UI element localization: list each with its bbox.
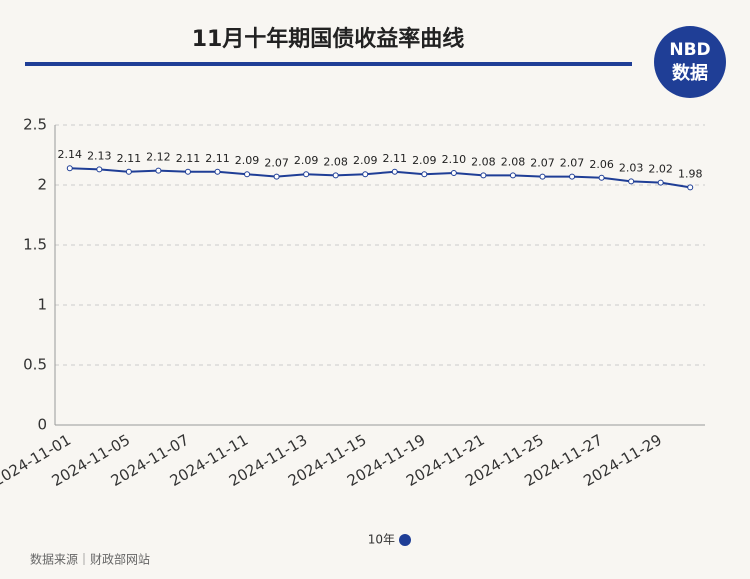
- point: [480, 172, 487, 179]
- line: [69, 167, 691, 189]
- point: [687, 184, 694, 191]
- value-label: 2.07: [530, 157, 555, 170]
- point: [391, 168, 398, 175]
- legend-marker: [399, 534, 411, 546]
- point: [657, 179, 664, 186]
- value-label: 2.11: [205, 152, 230, 165]
- point: [184, 168, 191, 175]
- value-label: 2.02: [648, 163, 673, 176]
- point: [273, 173, 280, 180]
- value-label: 2.11: [176, 152, 201, 165]
- point: [509, 172, 516, 179]
- point: [569, 173, 576, 180]
- point: [303, 171, 310, 178]
- y-tick-label: 0: [37, 416, 47, 434]
- value-label: 2.07: [264, 157, 289, 170]
- point: [332, 172, 339, 179]
- value-label: 2.09: [412, 154, 437, 167]
- point: [125, 168, 132, 175]
- point: [66, 165, 73, 172]
- logo: [654, 26, 726, 98]
- y-tick-label: 2.5: [23, 116, 47, 134]
- value-label: 2.09: [353, 154, 378, 167]
- y-tick-label: 0.5: [23, 356, 47, 374]
- logo-bottom: 数据: [672, 62, 708, 84]
- point: [421, 171, 428, 178]
- point: [598, 174, 605, 181]
- y-tick-label: 1.5: [23, 236, 47, 254]
- value-label: 2.13: [87, 149, 112, 162]
- point: [96, 166, 103, 173]
- value-label: 2.11: [383, 152, 408, 165]
- value-label: 2.12: [146, 151, 171, 164]
- point: [450, 170, 457, 176]
- title-rule: [25, 62, 632, 66]
- value-label: 2.14: [58, 148, 83, 161]
- value-label: 2.07: [560, 157, 585, 170]
- value-label: 1.98: [678, 167, 703, 180]
- value-label: 2.08: [471, 155, 496, 168]
- value-label: 2.09: [235, 154, 260, 167]
- point: [155, 167, 162, 174]
- point: [214, 168, 221, 175]
- point: [539, 173, 546, 180]
- value-label: 2.10: [442, 153, 467, 166]
- value-label: 2.09: [294, 154, 319, 167]
- value-label: 2.08: [501, 155, 526, 168]
- y-tick-label: 1: [37, 296, 47, 314]
- chart-title: 11月十年期国债收益率曲线: [192, 26, 465, 52]
- point: [362, 171, 369, 178]
- y-tick-label: 2: [37, 176, 47, 194]
- point: [628, 178, 635, 185]
- legend-label: 10年: [368, 533, 395, 547]
- value-label: 2.11: [117, 152, 142, 165]
- source-note: 数据来源｜财政部网站: [30, 552, 150, 567]
- value-label: 2.08: [323, 155, 348, 168]
- point: [244, 171, 251, 178]
- value-label: 2.06: [589, 158, 614, 171]
- logo-top: NBD: [669, 40, 710, 60]
- value-label: 2.03: [619, 161, 644, 174]
